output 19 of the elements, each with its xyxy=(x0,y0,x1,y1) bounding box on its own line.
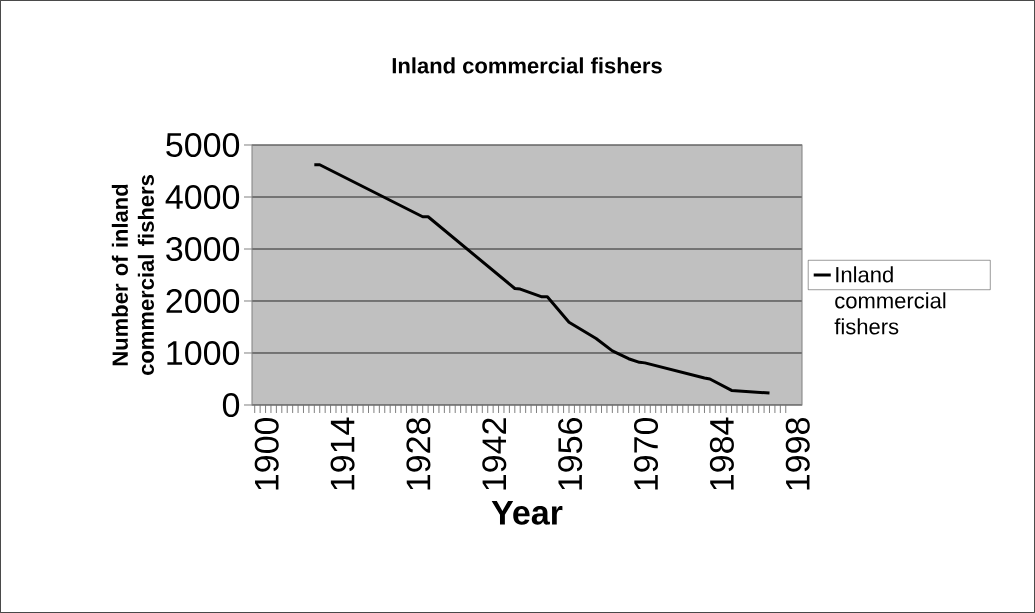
y-axis-title: Number of inland commercial fishers xyxy=(111,175,154,376)
x-tick-label: 1970 xyxy=(633,417,659,490)
x-tick-label: 1900 xyxy=(254,417,279,490)
line-series xyxy=(312,163,771,395)
x-tick-label: 1998 xyxy=(785,418,810,490)
y-tick-label: 3000 xyxy=(166,236,240,262)
x-tick-label: 1914 xyxy=(330,417,355,490)
x-axis-title: Year xyxy=(491,501,563,525)
y-tick-label: 0 xyxy=(222,392,240,418)
chart-title: Inland commercial fishers xyxy=(392,57,662,74)
legend-label: Inland commercial fishers xyxy=(834,266,946,335)
x-tick-label: 1942 xyxy=(482,418,507,490)
y-tick-label: 2000 xyxy=(166,288,240,314)
y-tick-label: 5000 xyxy=(166,132,240,158)
y-tick-label: 4000 xyxy=(165,184,240,210)
x-tick-label: 1928 xyxy=(406,418,431,490)
x-tick-label: 1984 xyxy=(709,417,734,490)
y-tick-label: 1000 xyxy=(167,340,240,366)
x-tick-label: 1956 xyxy=(558,418,583,490)
